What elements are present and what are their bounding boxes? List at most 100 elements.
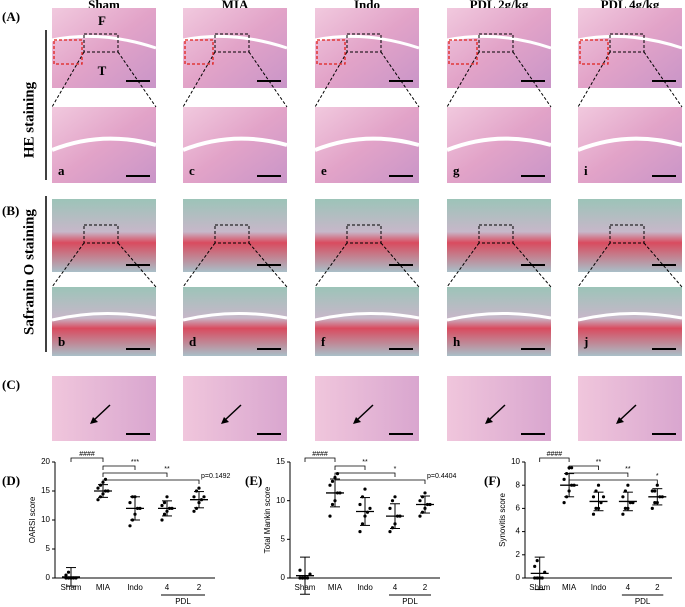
data-point (653, 501, 657, 505)
x-tick-label: 2 (423, 583, 428, 592)
data-point (626, 483, 630, 487)
significance-bracket (334, 465, 366, 470)
data-point (562, 477, 566, 481)
column-header: PDL 2g/kg (470, 0, 529, 12)
data-point (621, 495, 625, 499)
micrograph (315, 8, 419, 88)
arrowhead (353, 417, 361, 424)
x-tick-label: Indo (591, 583, 607, 592)
group-label: PDL (635, 597, 651, 606)
data-point (298, 576, 302, 580)
data-point (418, 499, 422, 503)
data-point (162, 512, 167, 516)
data-point (96, 486, 100, 490)
data-point (96, 498, 100, 502)
data-point (623, 506, 628, 510)
tissue-edge (182, 136, 288, 152)
row-label: HE staining (21, 81, 37, 158)
data-point (418, 514, 422, 518)
data-point (298, 568, 302, 572)
zoom-line (577, 51, 611, 108)
micrograph (447, 287, 551, 356)
x-tick-label: 4 (165, 583, 170, 592)
micrograph (578, 199, 682, 272)
data-point (197, 486, 201, 490)
tissue-edge (182, 311, 288, 322)
data-point (103, 477, 108, 481)
data-point (653, 489, 657, 493)
micrograph (315, 199, 419, 272)
data-point (388, 506, 392, 510)
synovium-box (184, 39, 214, 65)
significance-label: #### (547, 451, 563, 458)
zoom-line (446, 242, 480, 288)
data-point (128, 524, 132, 528)
significance-label: p=0.4404 (427, 473, 456, 480)
y-tick-label: 10 (511, 457, 520, 466)
synovium-box (579, 39, 609, 65)
zoom-line (117, 51, 157, 108)
micrograph (315, 376, 419, 441)
micrograph (447, 376, 551, 441)
zoom-line (182, 242, 216, 288)
zoom-box (214, 224, 250, 244)
zoom-line (314, 51, 348, 108)
tissue-edge (51, 311, 157, 322)
tissue-edge (314, 34, 420, 50)
y-tick-label: 2 (516, 550, 521, 559)
x-tick-label: Sham (61, 583, 82, 592)
panel-label: (C) (2, 377, 20, 392)
y-tick-label: 10 (41, 515, 50, 524)
data-point (540, 576, 544, 580)
landmark: F (98, 13, 106, 28)
image-label: e (321, 163, 327, 178)
micrograph (52, 199, 156, 272)
data-point (533, 564, 537, 569)
y-tick-label: 5 (46, 544, 51, 553)
data-point (300, 576, 305, 580)
y-axis-label: Total Mankin score (263, 486, 272, 553)
data-point (360, 522, 365, 526)
micrograph (183, 287, 287, 356)
y-tick-label: 0 (516, 573, 521, 582)
zoom-line (182, 51, 216, 108)
data-point (655, 483, 659, 487)
zoom-line (512, 51, 552, 108)
data-point (162, 501, 167, 505)
data-point (388, 530, 392, 534)
x-tick-label: Indo (357, 583, 373, 592)
significance-label: #### (79, 451, 95, 458)
x-tick-label: MIA (562, 583, 577, 592)
arrow (93, 404, 111, 421)
micrograph (447, 199, 551, 272)
significance-bracket (334, 472, 396, 477)
zoom-line (51, 51, 85, 108)
image-label: g (453, 163, 460, 178)
data-point (650, 489, 654, 493)
image-label: f (321, 334, 326, 349)
arrow (224, 404, 242, 421)
y-tick-label: 5 (281, 534, 286, 543)
y-tick-label: 15 (41, 486, 50, 495)
data-point (591, 495, 596, 499)
panel-label: (A) (2, 9, 20, 24)
image-label: j (583, 334, 588, 349)
significance-bracket (102, 472, 168, 477)
arrow (619, 404, 637, 421)
data-point (368, 506, 372, 510)
y-tick-label: 6 (516, 504, 521, 513)
y-tick-label: 4 (516, 527, 521, 536)
data-point (570, 466, 574, 470)
column-header: MIA (222, 0, 249, 12)
arrowhead (90, 417, 98, 424)
zoom-box (609, 33, 645, 53)
data-point (128, 501, 132, 505)
zoom-box (478, 224, 514, 244)
tissue-edge (314, 311, 420, 322)
zoom-box (83, 33, 119, 53)
tissue-edge (314, 136, 420, 152)
data-point (390, 499, 395, 503)
significance-label: ** (362, 459, 368, 466)
micrograph (52, 8, 156, 88)
data-point (160, 503, 164, 508)
